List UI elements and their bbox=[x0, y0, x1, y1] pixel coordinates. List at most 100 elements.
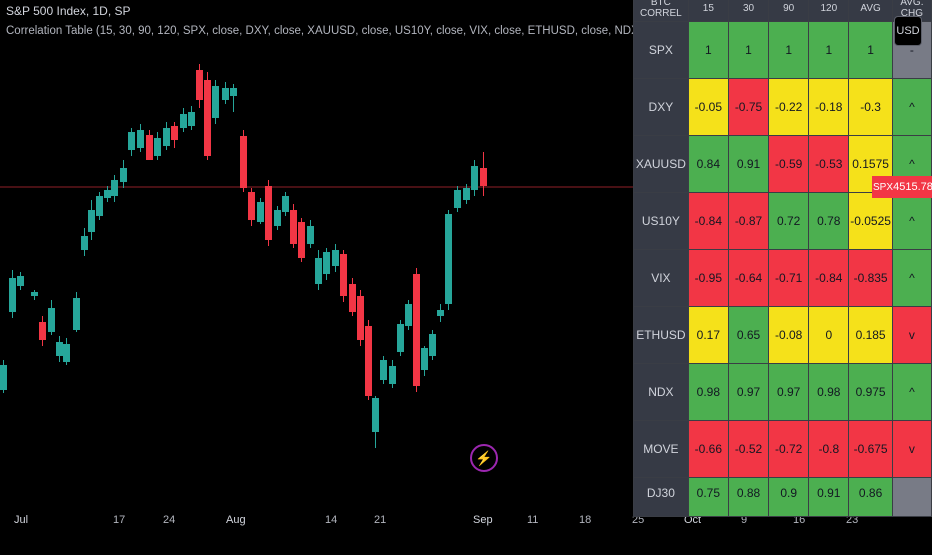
candle-body bbox=[454, 190, 461, 208]
candle-body bbox=[137, 130, 144, 148]
table-cell: -0.87 bbox=[727, 192, 770, 250]
table-cell: -0.18 bbox=[808, 78, 850, 136]
time-tick-label: Oct bbox=[684, 514, 702, 526]
table-row-symbol: MOVE bbox=[633, 420, 689, 478]
candle-body bbox=[48, 308, 55, 332]
candle-body bbox=[204, 80, 211, 156]
table-header-cell: BTC CORREL bbox=[633, 0, 689, 22]
table-cell: -0.59 bbox=[768, 135, 810, 193]
candle-body bbox=[257, 202, 264, 222]
table-cell: -0.84 bbox=[687, 192, 729, 250]
candle-body bbox=[265, 186, 272, 240]
symbol-legend[interactable]: S&P 500 Index, 1D, SP bbox=[6, 4, 131, 18]
table-row: DXY -0.05 -0.75 -0.22 -0.18 -0.3 ^ bbox=[633, 78, 932, 136]
table-row: ETHUSD 0.17 0.65 -0.08 0 0.185 v bbox=[633, 306, 932, 364]
table-cell: -0.22 bbox=[768, 78, 810, 136]
table-header-cell: 90 bbox=[768, 0, 810, 22]
table-cell: 0.9 bbox=[768, 477, 810, 517]
candle-body bbox=[372, 398, 379, 432]
candle-body bbox=[111, 180, 118, 196]
table-cell: 0.91 bbox=[727, 135, 770, 193]
time-tick-label: 21 bbox=[374, 514, 387, 526]
candle-body bbox=[349, 284, 356, 312]
candle-body bbox=[480, 168, 487, 186]
candle-body bbox=[212, 86, 219, 118]
time-tick-label: 18 bbox=[579, 514, 592, 526]
candle-body bbox=[104, 190, 111, 198]
table-cell: -0.08 bbox=[768, 306, 810, 364]
table-header-cell: AVG bbox=[848, 0, 893, 22]
candle-body bbox=[56, 342, 63, 356]
candle-body bbox=[88, 210, 95, 232]
table-cell: 0.84 bbox=[687, 135, 729, 193]
table-cell-change: ^ bbox=[891, 363, 932, 421]
candle-body bbox=[163, 128, 170, 146]
table-header-cell: 120 bbox=[808, 0, 850, 22]
candle-body bbox=[274, 210, 281, 226]
time-tick-label: 17 bbox=[113, 514, 126, 526]
table-cell: -0.52 bbox=[727, 420, 770, 478]
table-cell: 0.75 bbox=[687, 477, 729, 517]
candle-body bbox=[146, 135, 153, 160]
table-cell: -0.72 bbox=[768, 420, 810, 478]
candle-body bbox=[332, 250, 339, 266]
table-cell: 0.98 bbox=[687, 363, 729, 421]
candle-body bbox=[31, 292, 38, 296]
candle-body bbox=[96, 196, 103, 216]
table-header-row: BTC CORREL 15 30 90 120 AVG AVG. CHG bbox=[633, 0, 932, 22]
table-row: NDX 0.98 0.97 0.97 0.98 0.975 ^ bbox=[633, 363, 932, 421]
time-tick-label: 14 bbox=[325, 514, 338, 526]
table-cell: 0.91 bbox=[808, 477, 850, 517]
table-header-cell: 30 bbox=[727, 0, 770, 22]
table-row-symbol: DXY bbox=[633, 78, 689, 136]
candle-body bbox=[128, 132, 135, 150]
candle-body bbox=[397, 324, 404, 352]
currency-button[interactable]: USD bbox=[894, 16, 922, 46]
candle-body bbox=[154, 138, 161, 156]
table-row-symbol: VIX bbox=[633, 249, 689, 307]
candle-body bbox=[357, 296, 364, 340]
correlation-table: BTC CORREL 15 30 90 120 AVG AVG. CHG SPX 1 1 1 1 1- D… bbox=[633, 0, 932, 517]
candle-body bbox=[230, 88, 237, 96]
table-cell: -0.0525 bbox=[848, 192, 893, 250]
table-row-symbol: DJ30 bbox=[633, 477, 689, 517]
table-cell: 0.78 bbox=[808, 192, 850, 250]
table-row: SPX 1 1 1 1 1- bbox=[633, 21, 932, 79]
candle-body bbox=[171, 126, 178, 140]
candle-body bbox=[380, 360, 387, 380]
lightning-icon[interactable]: ⚡ bbox=[470, 444, 498, 472]
candle-body bbox=[340, 254, 347, 296]
table-cell: 0.97 bbox=[768, 363, 810, 421]
candle-body bbox=[188, 112, 195, 126]
table-cell: -0.71 bbox=[768, 249, 810, 307]
time-tick-label: 9 bbox=[741, 514, 748, 526]
table-row: DJ30 0.75 0.88 0.9 0.91 0.86 bbox=[633, 477, 932, 517]
candle-body bbox=[222, 88, 229, 100]
table-cell-change: v bbox=[891, 306, 932, 364]
time-tick-label: Jul bbox=[14, 514, 29, 526]
table-cell: -0.675 bbox=[848, 420, 893, 478]
candle-body bbox=[81, 236, 88, 250]
time-tick-label: Sep bbox=[473, 514, 493, 526]
candle-body bbox=[445, 214, 452, 304]
candle-body bbox=[307, 226, 314, 244]
time-tick-label: 25 bbox=[632, 514, 645, 526]
candle-body bbox=[463, 188, 470, 200]
indicator-legend[interactable]: Correlation Table (15, 30, 90, 120, SPX,… bbox=[6, 25, 816, 37]
candle-body bbox=[365, 326, 372, 396]
table-cell: -0.05 bbox=[687, 78, 729, 136]
time-tick-label: 11 bbox=[527, 514, 539, 526]
candle-body bbox=[63, 344, 70, 362]
table-row-symbol: ETHUSD bbox=[633, 306, 689, 364]
table-row: XAUUSD 0.84 0.91 -0.59 -0.53 0.1575 ^ bbox=[633, 135, 932, 193]
table-row: US10Y -0.84 -0.87 0.72 0.78 -0.0525 ^ bbox=[633, 192, 932, 250]
candle-body bbox=[240, 136, 247, 188]
table-row-symbol: SPX bbox=[633, 21, 689, 79]
candle-body bbox=[315, 258, 322, 284]
table-cell: 0.17 bbox=[687, 306, 729, 364]
table-header-cell: 15 bbox=[687, 0, 729, 22]
table-cell: 0.185 bbox=[848, 306, 893, 364]
candle-body bbox=[389, 366, 396, 384]
